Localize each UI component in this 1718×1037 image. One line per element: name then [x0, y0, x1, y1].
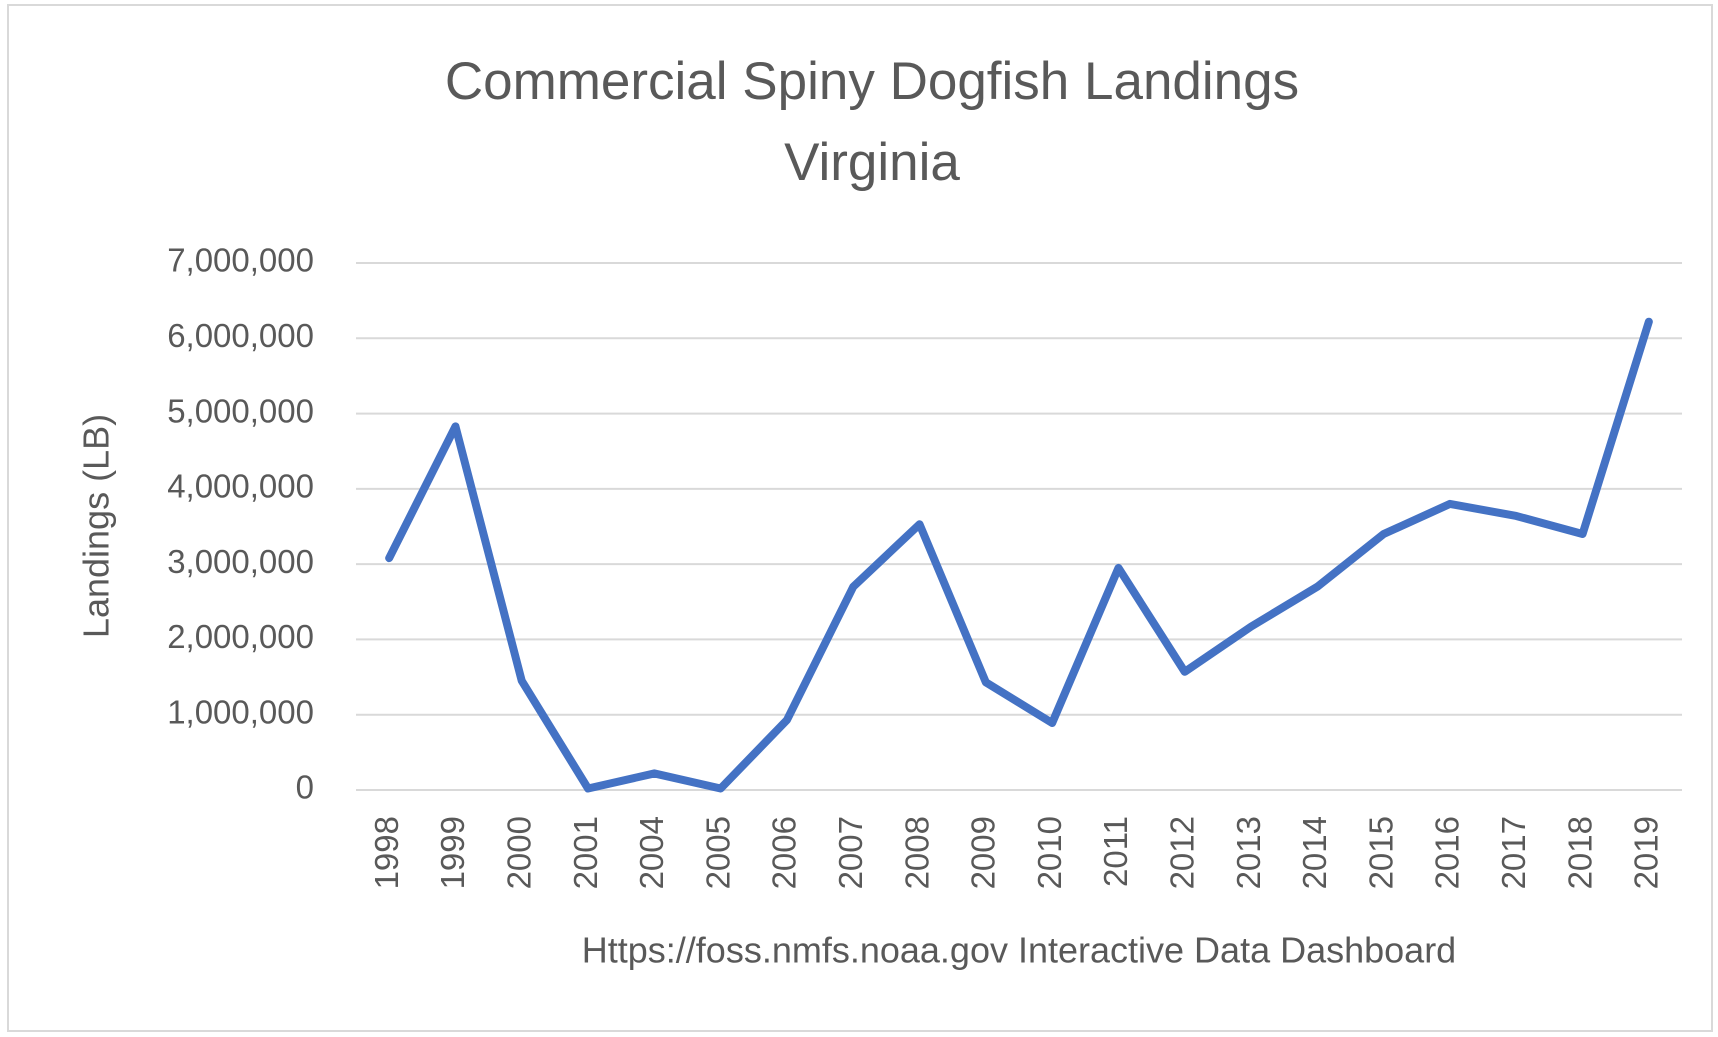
x-tick-label: 2008: [898, 816, 935, 889]
x-tick-label: 2001: [567, 816, 604, 889]
x-tick-label: 2009: [965, 816, 1002, 889]
chart-title: Commercial Spiny Dogfish Landings: [445, 52, 1299, 111]
y-tick-label: 0: [296, 769, 314, 806]
x-tick-label: 2005: [699, 816, 736, 889]
y-tick-label: 6,000,000: [167, 317, 314, 354]
x-tick-label: 1999: [434, 816, 471, 889]
x-tick-label: 2013: [1230, 816, 1267, 889]
y-tick-label: 2,000,000: [167, 618, 314, 655]
y-tick-label: 4,000,000: [167, 468, 314, 505]
x-tick-label: 2018: [1561, 816, 1598, 889]
x-tick-label: 2014: [1296, 816, 1333, 889]
x-tick-label: 2016: [1429, 816, 1466, 889]
x-tick-label: 1998: [368, 816, 405, 889]
y-axis-title: Landings (LB): [76, 414, 117, 638]
x-tick-label: 2004: [633, 816, 670, 889]
chart-subtitle: Virginia: [784, 133, 960, 192]
x-tick-label: 2010: [1031, 816, 1068, 889]
x-tick-label: 2019: [1628, 816, 1665, 889]
x-tick-label: 2017: [1495, 816, 1532, 889]
x-tick-label: 2007: [832, 816, 869, 889]
y-tick-label: 5,000,000: [167, 392, 314, 429]
x-tick-label: 2011: [1097, 816, 1134, 887]
y-tick-label: 3,000,000: [167, 543, 314, 580]
x-tick-label: 2015: [1362, 816, 1399, 889]
x-tick-label: 2006: [766, 816, 803, 889]
y-tick-label: 1,000,000: [167, 693, 314, 730]
x-tick-label: 2000: [500, 816, 537, 889]
x-axis-title: Https://foss.nmfs.noaa.gov Interactive D…: [582, 930, 1456, 971]
x-tick-label: 2012: [1163, 816, 1200, 889]
data-line: [385, 317, 1653, 793]
y-tick-label: 7,000,000: [167, 242, 314, 279]
